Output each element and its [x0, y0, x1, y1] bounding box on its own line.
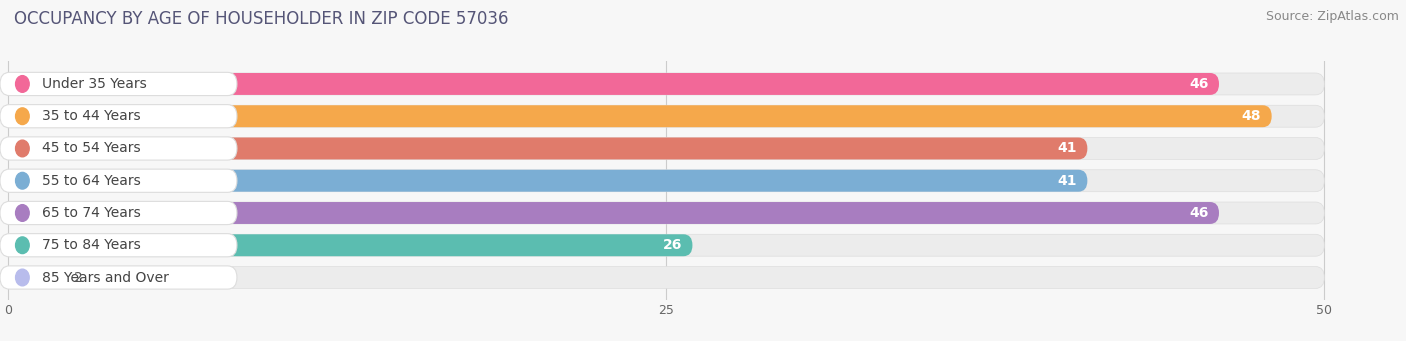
Text: 85 Years and Over: 85 Years and Over	[42, 270, 169, 284]
Text: Under 35 Years: Under 35 Years	[42, 77, 146, 91]
FancyBboxPatch shape	[8, 73, 1324, 95]
FancyBboxPatch shape	[8, 202, 1324, 224]
FancyBboxPatch shape	[8, 137, 1324, 160]
FancyBboxPatch shape	[0, 137, 238, 160]
FancyBboxPatch shape	[8, 170, 1087, 192]
Text: 41: 41	[1057, 142, 1077, 155]
Text: 35 to 44 Years: 35 to 44 Years	[42, 109, 141, 123]
FancyBboxPatch shape	[8, 234, 692, 256]
Text: OCCUPANCY BY AGE OF HOUSEHOLDER IN ZIP CODE 57036: OCCUPANCY BY AGE OF HOUSEHOLDER IN ZIP C…	[14, 10, 509, 28]
Text: 2: 2	[73, 270, 83, 284]
FancyBboxPatch shape	[8, 202, 1219, 224]
Text: 75 to 84 Years: 75 to 84 Years	[42, 238, 141, 252]
Text: 45 to 54 Years: 45 to 54 Years	[42, 142, 141, 155]
Circle shape	[15, 173, 30, 189]
FancyBboxPatch shape	[8, 105, 1324, 127]
Circle shape	[15, 140, 30, 157]
FancyBboxPatch shape	[0, 105, 238, 128]
Text: 26: 26	[662, 238, 682, 252]
Circle shape	[15, 76, 30, 92]
FancyBboxPatch shape	[8, 267, 1324, 288]
Text: 46: 46	[1189, 77, 1209, 91]
Text: Source: ZipAtlas.com: Source: ZipAtlas.com	[1265, 10, 1399, 23]
FancyBboxPatch shape	[8, 267, 60, 288]
Text: 48: 48	[1241, 109, 1261, 123]
FancyBboxPatch shape	[8, 105, 1271, 127]
FancyBboxPatch shape	[0, 72, 238, 95]
FancyBboxPatch shape	[0, 202, 238, 225]
Text: 65 to 74 Years: 65 to 74 Years	[42, 206, 141, 220]
Circle shape	[15, 269, 30, 286]
FancyBboxPatch shape	[8, 137, 1087, 160]
Text: 41: 41	[1057, 174, 1077, 188]
Text: 46: 46	[1189, 206, 1209, 220]
Circle shape	[15, 108, 30, 124]
FancyBboxPatch shape	[0, 169, 238, 192]
Text: 55 to 64 Years: 55 to 64 Years	[42, 174, 141, 188]
Circle shape	[15, 237, 30, 254]
FancyBboxPatch shape	[8, 73, 1219, 95]
Circle shape	[15, 205, 30, 221]
FancyBboxPatch shape	[0, 234, 238, 257]
FancyBboxPatch shape	[8, 234, 1324, 256]
FancyBboxPatch shape	[8, 170, 1324, 192]
FancyBboxPatch shape	[0, 266, 238, 289]
